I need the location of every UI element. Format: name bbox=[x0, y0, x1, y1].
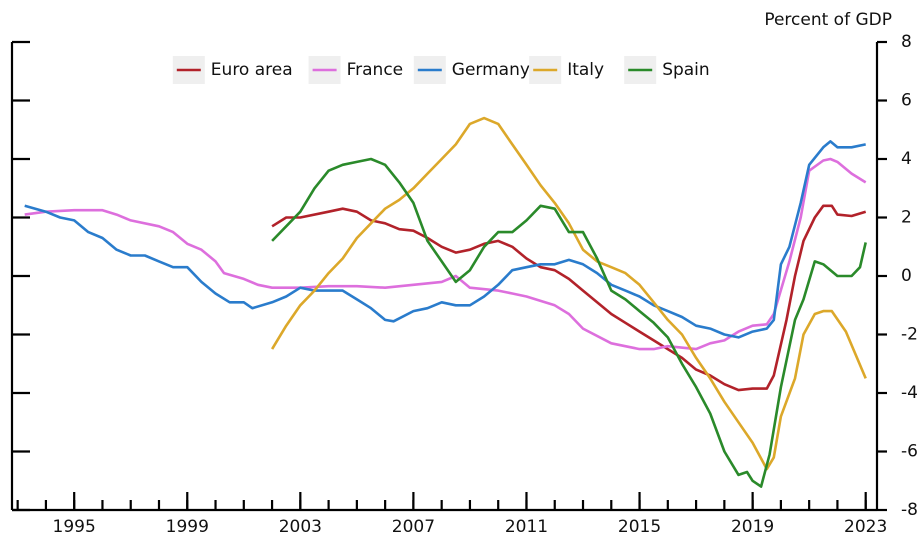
series-line bbox=[270, 116, 867, 471]
x-tick-label: 2015 bbox=[618, 517, 661, 537]
y-tick-label: 8 bbox=[901, 32, 912, 52]
y-tick-label: -8 bbox=[901, 500, 917, 520]
series-line bbox=[271, 157, 867, 488]
legend-label: Spain bbox=[662, 60, 710, 80]
x-tick-label: 2007 bbox=[392, 517, 435, 537]
x-tick-label: 2003 bbox=[279, 517, 322, 537]
series-line bbox=[271, 204, 867, 392]
x-tick-label: 1995 bbox=[53, 517, 96, 537]
x-tick-label: 1999 bbox=[166, 517, 209, 537]
y-tick-label: 0 bbox=[901, 266, 912, 286]
x-tick-label: 2019 bbox=[731, 517, 774, 537]
y-tick-label: 2 bbox=[901, 208, 912, 228]
y-tick-label: 4 bbox=[901, 149, 912, 169]
series-line bbox=[24, 157, 867, 351]
y-tick-label: -2 bbox=[901, 325, 917, 345]
y-tick-label: 6 bbox=[901, 91, 912, 111]
x-tick-label: 2011 bbox=[505, 517, 548, 537]
legend-label: Italy bbox=[567, 60, 604, 80]
legend-label: France bbox=[347, 60, 404, 80]
x-tick-label: 2023 bbox=[844, 517, 887, 537]
y-tick-label: -4 bbox=[901, 383, 917, 403]
legend-label: Germany bbox=[452, 60, 530, 80]
series-line bbox=[24, 140, 866, 339]
legend-label: Euro area bbox=[211, 60, 293, 80]
y-tick-label: -6 bbox=[901, 442, 917, 462]
axis-title: Percent of GDP bbox=[764, 10, 892, 30]
